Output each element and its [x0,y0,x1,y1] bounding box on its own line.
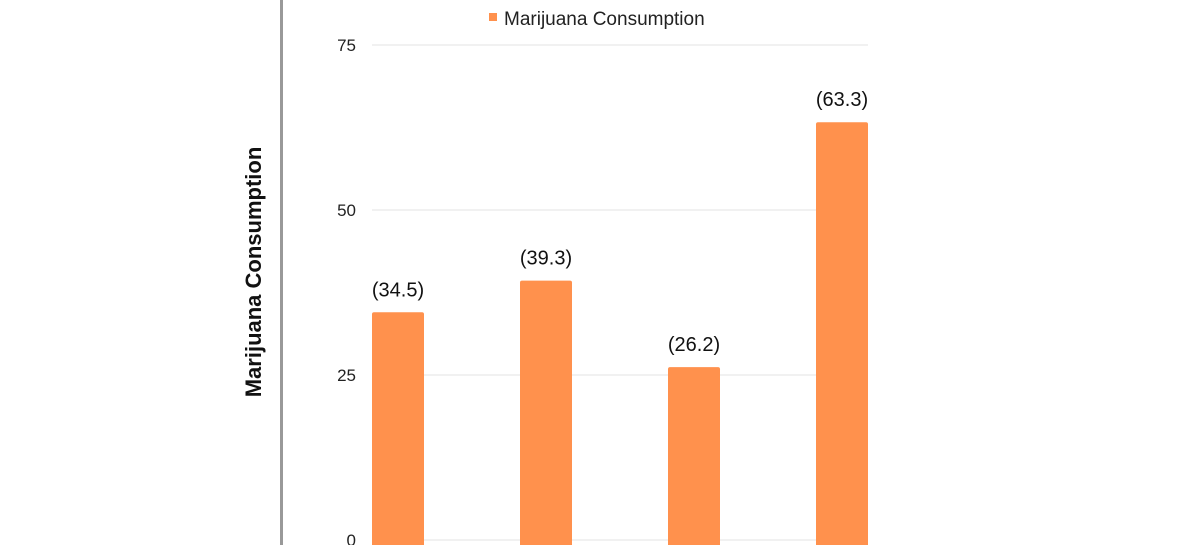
data-labels: (34.5) (39.3) (26.2) (63.3) [372,89,868,356]
y-axis-title: Marijuana Consumption [241,147,266,398]
y-tick-label: 0 [347,531,356,545]
bar [816,122,868,545]
bar-data-label: (26.2) [668,334,720,356]
chart-left-border [280,0,283,545]
bar-data-label: (34.5) [372,279,424,301]
y-tick-label: 75 [337,36,356,55]
bar-data-label: (39.3) [520,248,572,270]
bar [372,312,424,545]
legend: Marijuana Consumption [489,9,705,30]
bar [668,367,720,545]
gridlines [372,44,868,541]
bars [372,122,868,545]
bar-data-label: (63.3) [816,89,868,111]
legend-swatch [489,13,497,21]
bar [520,280,572,545]
y-tick-label: 25 [337,366,356,385]
legend-label: Marijuana Consumption [504,9,705,30]
y-axis-ticks: 0 25 50 75 [337,36,356,545]
y-tick-label: 50 [337,201,356,220]
